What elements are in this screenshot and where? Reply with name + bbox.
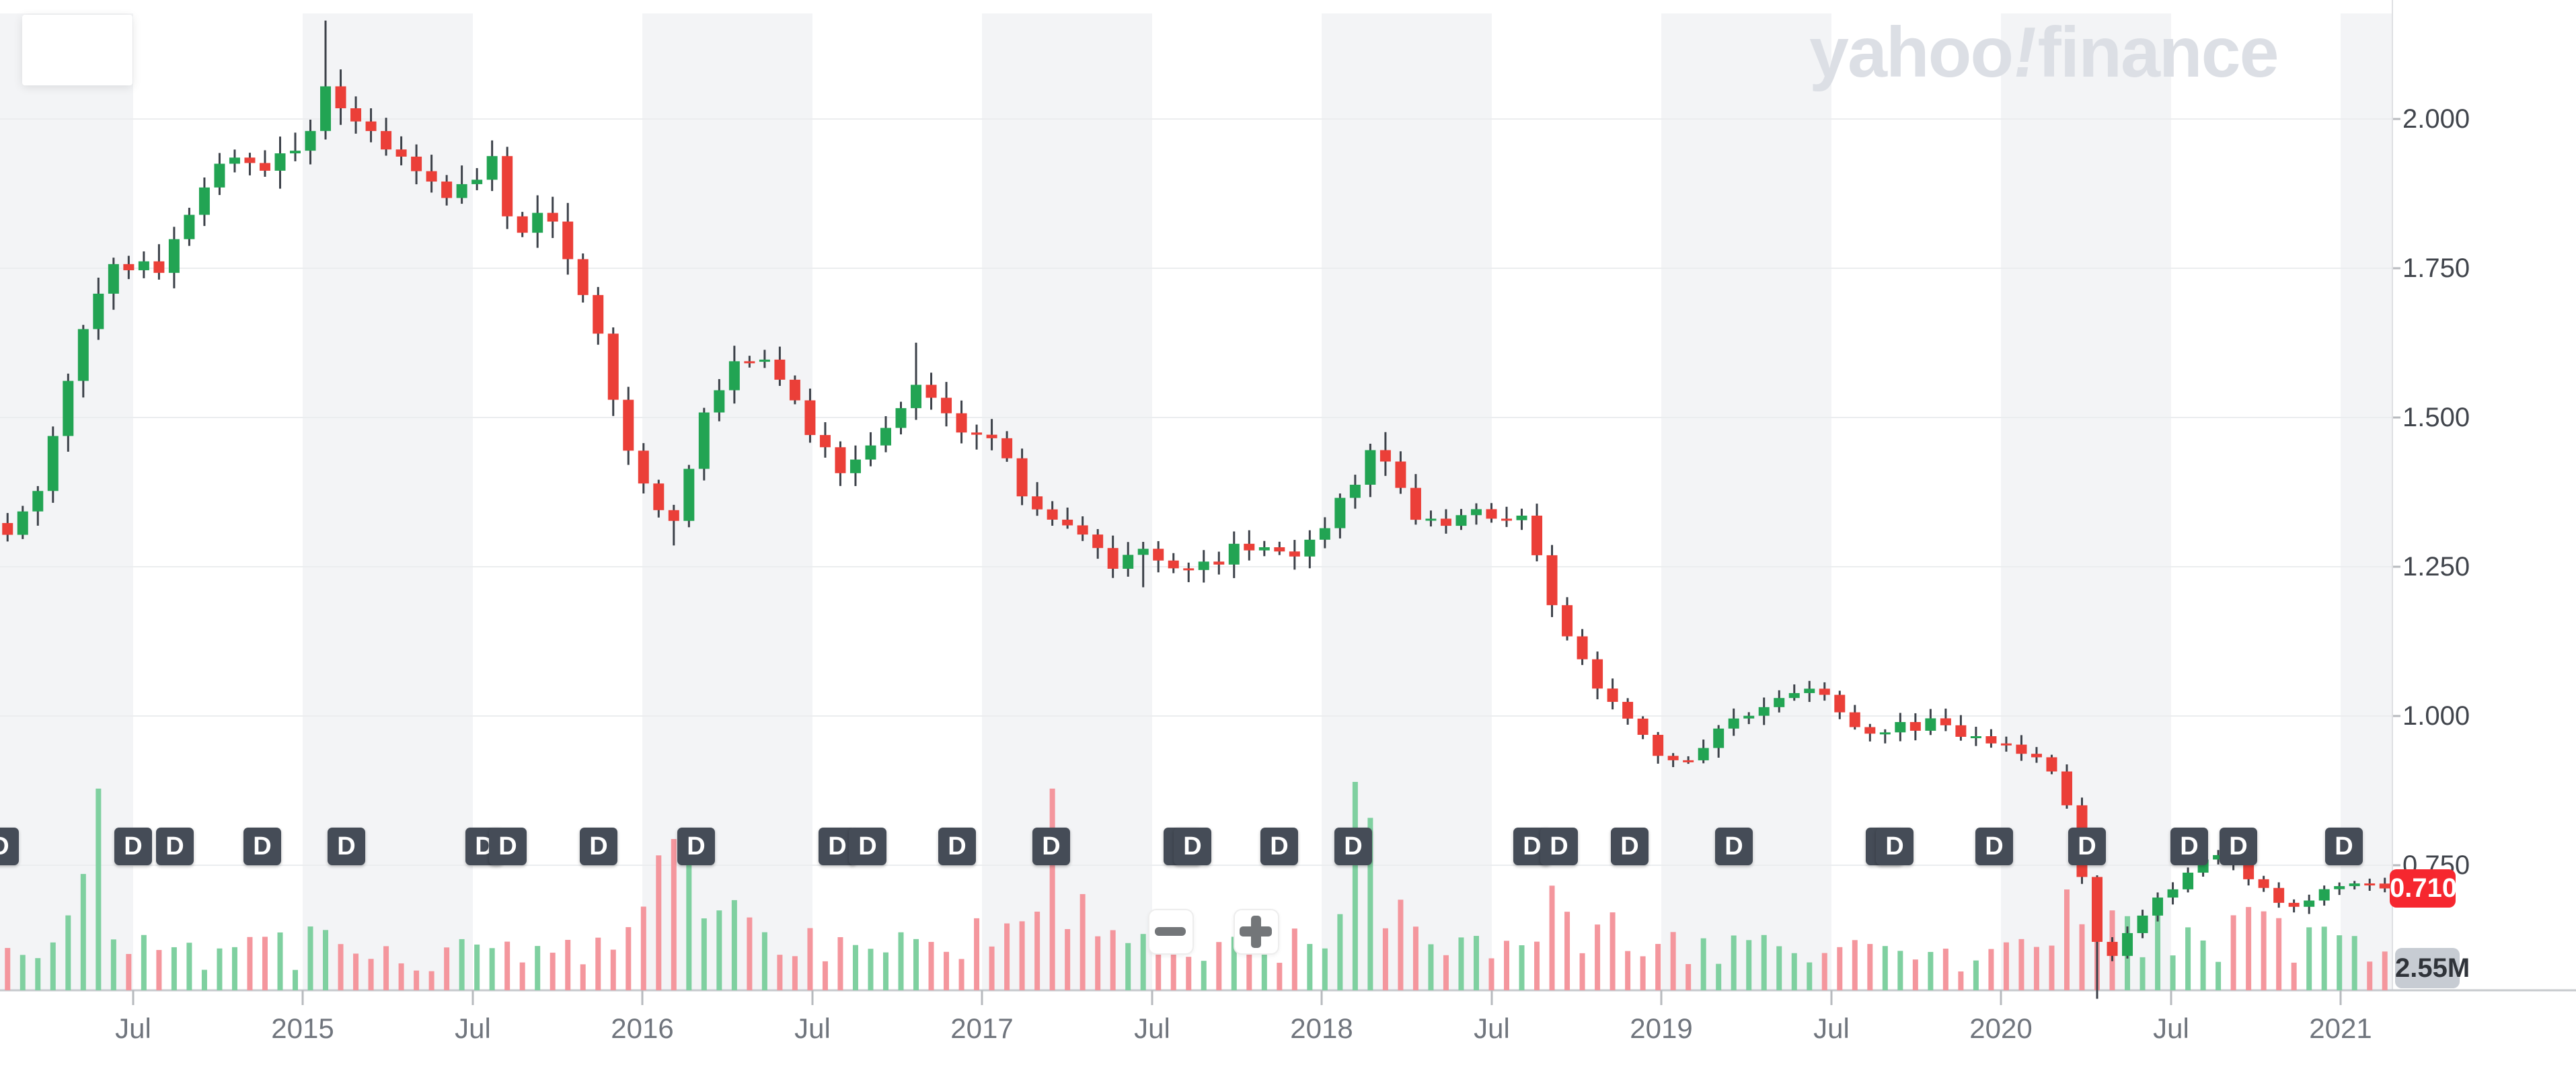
date-axis-tick-label: 2017 (950, 1012, 1014, 1044)
zoom-out-button[interactable] (1148, 909, 1194, 955)
price-axis-tick-label: 1.250 (2402, 552, 2470, 582)
dividend-marker[interactable]: D (243, 828, 281, 865)
dividend-marker[interactable]: D (1174, 828, 1211, 865)
logo-yahoo-text: yahoo (1809, 13, 2014, 92)
yahoo-finance-watermark: yahoo!finance (1809, 12, 2374, 93)
dividend-marker[interactable]: D (2325, 828, 2363, 865)
dividend-marker[interactable]: D (114, 828, 152, 865)
dividend-marker[interactable]: D (156, 828, 194, 865)
dividend-marker[interactable]: D (677, 828, 715, 865)
dividend-marker[interactable]: D (2068, 828, 2106, 865)
price-axis-tick-label: 1.500 (2402, 403, 2470, 432)
date-axis-tick-label: 2019 (1630, 1012, 1693, 1044)
price-axis-tick-label: 1.000 (2402, 701, 2470, 731)
date-axis-tick-label: Jul (1813, 1012, 1850, 1044)
dividend-marker[interactable]: D (849, 828, 886, 865)
dividend-marker[interactable]: D (1876, 828, 1914, 865)
zoom-in-button[interactable] (1234, 909, 1279, 955)
date-axis-tick-label: 2015 (271, 1012, 334, 1044)
dividend-marker[interactable]: D (1715, 828, 1753, 865)
dividend-marker[interactable]: D (0, 828, 19, 865)
date-axis-tick-label: 2018 (1290, 1012, 1353, 1044)
dividend-marker[interactable]: D (2170, 828, 2208, 865)
current-price-badge: 0.710 (2390, 869, 2457, 908)
date-axis-tick-label: Jul (115, 1012, 151, 1044)
dividend-marker[interactable]: D (328, 828, 365, 865)
dividend-marker[interactable]: D (1540, 828, 1578, 865)
dividend-marker[interactable]: D (2220, 828, 2257, 865)
date-axis-tick-label: Jul (1474, 1012, 1510, 1044)
date-axis-tick-label: Jul (1134, 1012, 1170, 1044)
date-axis-tick-label: 2021 (2309, 1012, 2372, 1044)
dividend-marker[interactable]: D (580, 828, 617, 865)
current-volume-badge: 2.55M (2395, 948, 2470, 988)
date-axis-tick-label: 2020 (1969, 1012, 2033, 1044)
date-axis-tick-label: Jul (794, 1012, 831, 1044)
date-axis-tick-label: 2016 (611, 1012, 674, 1044)
dividend-marker[interactable]: D (1260, 828, 1298, 865)
dividend-marker[interactable]: D (1611, 828, 1649, 865)
logo-finance-text: finance (2037, 13, 2279, 92)
dividend-marker[interactable]: D (1334, 828, 1372, 865)
date-axis-tick-label: Jul (2153, 1012, 2189, 1044)
date-axis-tick-label: Jul (455, 1012, 491, 1044)
dividend-marker[interactable]: D (1975, 828, 2013, 865)
dividend-marker[interactable]: D (489, 828, 527, 865)
price-axis-tick-label: 1.750 (2402, 253, 2470, 283)
dividend-marker[interactable]: D (938, 828, 976, 865)
minus-icon (1155, 927, 1186, 936)
price-axis-tick-label: 2.000 (2402, 104, 2470, 134)
blank-ticker-overlay (22, 15, 132, 85)
dividend-marker[interactable]: D (1032, 828, 1070, 865)
plus-icon (1251, 916, 1261, 948)
